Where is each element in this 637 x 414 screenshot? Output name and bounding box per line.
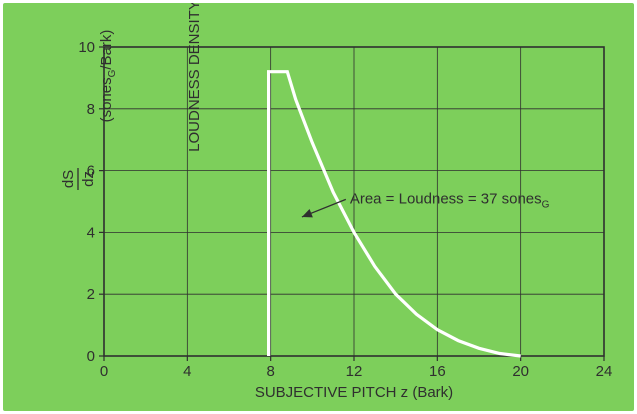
y-tick-label-4: 4 [87,224,95,241]
y-axis-label-prefix: LOUDNESS DENSITY [186,3,203,152]
annotation-arrowhead [301,209,313,218]
annotation-subscript: G [542,199,550,210]
y-tick-label-2: 2 [87,286,95,303]
x-tick-label-12: 12 [346,363,363,380]
x-tick-label-24: 24 [596,363,613,380]
x-tick-label-8: 8 [266,363,274,380]
annotation-text: Area = Loudness = 37 sones [350,190,542,207]
y-axis-fraction-bottom: dz [80,171,97,187]
y-axis-unit-close: /Bark) [98,30,115,70]
y-axis-unit: (sonesG/Bark) [98,30,118,123]
x-axis-label: SUBJECTIVE PITCH z (Bark) [255,384,453,401]
y-tick-label-8: 8 [87,101,95,118]
x-tick-label-16: 16 [429,363,446,380]
y-tick-label-6: 6 [87,163,95,180]
annotation-label: Area = Loudness = 37 sonesG [350,190,550,210]
loudness-curve-0 [267,70,521,358]
y-axis-unit-open: (sones [98,77,115,122]
chart-panel: 0 4 8 12 16 20 24 0 2 4 6 8 10 SUBJECTIVE PITCH z (B… [3,3,634,411]
y-axis-unit-subscript: G [107,69,118,77]
y-tick-label-0: 0 [87,348,95,365]
y-tick-label-10: 10 [78,39,95,56]
x-tick-label-20: 20 [512,363,529,380]
x-tick-label-4: 4 [183,363,191,380]
data-layer [267,70,521,358]
x-tick-label-0: 0 [100,363,108,380]
y-axis-fraction: dS dz [60,168,97,190]
y-axis-fraction-top: dS [60,170,77,188]
y-axis-label: LOUDNESS DENSITY [186,3,203,152]
